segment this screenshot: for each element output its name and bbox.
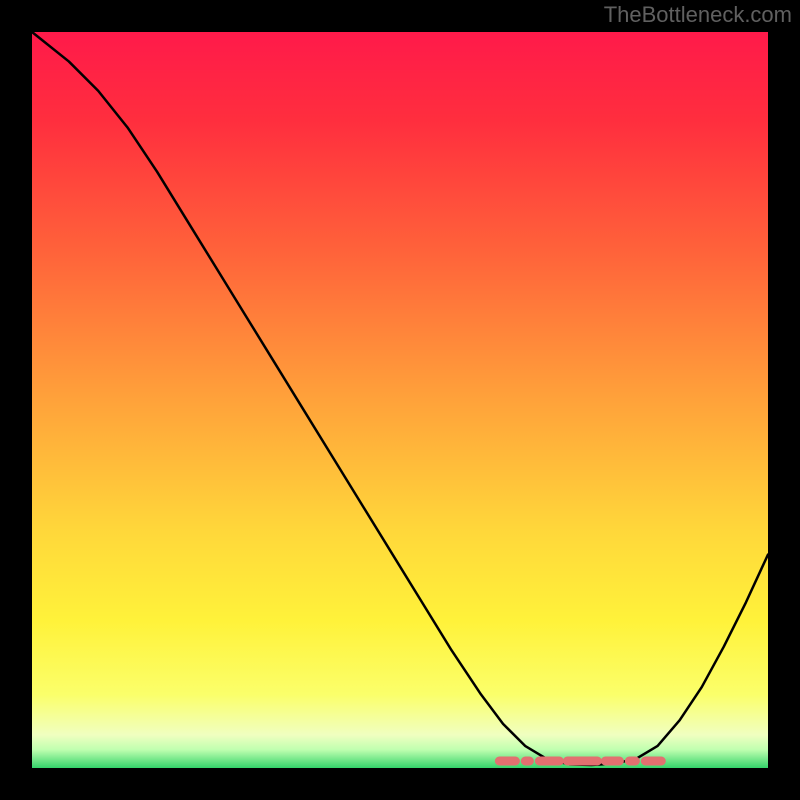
plot-area — [32, 32, 768, 768]
chart-container: TheBottleneck.com — [0, 0, 800, 800]
chart-svg — [0, 0, 800, 800]
watermark-text: TheBottleneck.com — [604, 2, 792, 28]
